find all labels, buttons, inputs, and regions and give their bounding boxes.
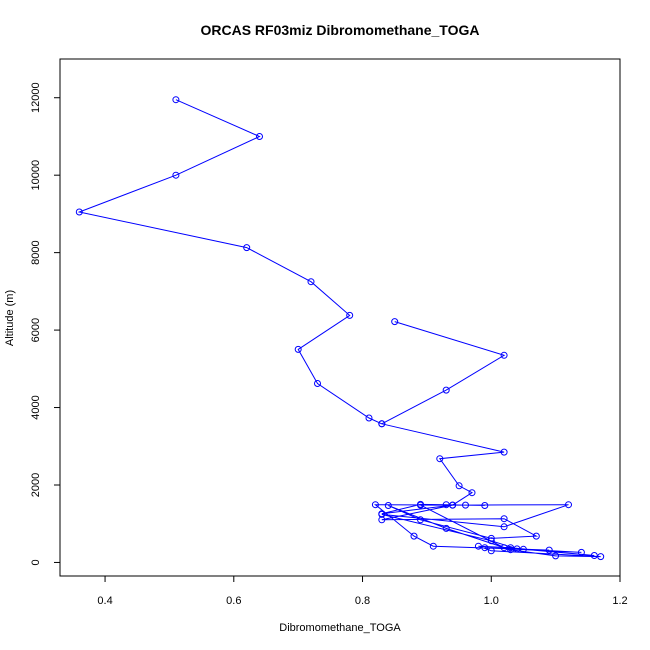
y-axis-label: Altitude (m) [4, 290, 16, 346]
points-layer [75, 96, 605, 561]
data-point [590, 552, 598, 559]
data-point [346, 311, 354, 319]
data-point [384, 502, 392, 509]
data-point [462, 501, 469, 509]
data-point [468, 489, 476, 497]
data-point [391, 318, 399, 326]
data-point [243, 244, 251, 252]
data-point [513, 545, 521, 553]
data-point [442, 524, 450, 532]
data-point [552, 552, 560, 560]
data-point [442, 501, 450, 509]
data-point [487, 534, 495, 542]
series-line [77, 99, 506, 425]
chart-title: ORCAS RF03miz Dibromomethane_TOGA [200, 22, 479, 38]
y-tick-label: 10000 [30, 160, 42, 191]
data-point [378, 420, 386, 428]
data-point [417, 500, 424, 508]
data-point [371, 501, 379, 509]
data-point [294, 345, 302, 353]
data-point [565, 501, 572, 509]
data-point [436, 455, 444, 463]
x-tick-label: 0.4 [97, 595, 112, 607]
data-point [532, 532, 540, 540]
y-tick-label: 8000 [30, 240, 42, 264]
y-axis: 0 2000 4000 6000 8000 10000 12000 [30, 82, 61, 566]
x-tick-label: 1.2 [612, 595, 627, 607]
data-point [365, 414, 373, 422]
data-point [442, 386, 450, 394]
data-point [487, 537, 495, 545]
y-tick-label: 12000 [30, 82, 42, 113]
data-point [378, 510, 386, 518]
data-point [172, 96, 180, 104]
data-point [500, 544, 508, 552]
y-tick-label: 4000 [30, 395, 42, 419]
y-tick-label: 6000 [30, 318, 42, 342]
data-point [500, 448, 508, 456]
data-point [500, 515, 508, 523]
data-point [314, 380, 321, 387]
data-point [410, 532, 418, 540]
x-tick-label: 0.6 [226, 595, 241, 607]
data-point [474, 542, 482, 550]
data-point [487, 547, 495, 555]
plot-frame [59, 58, 621, 577]
data-point [429, 542, 437, 550]
data-point [500, 523, 508, 531]
data-point [545, 546, 553, 554]
y-tick-label: 2000 [30, 473, 42, 497]
data-point [256, 133, 263, 140]
x-tick-label: 1.0 [484, 595, 499, 607]
data-point [577, 548, 585, 556]
data-point [500, 351, 508, 359]
data-point [597, 553, 605, 561]
data-point [75, 208, 83, 216]
x-axis: 0.4 0.6 0.8 1.0 1.2 [97, 575, 628, 607]
data-point [172, 171, 180, 179]
data-point [455, 482, 463, 490]
y-tick-label: 0 [30, 559, 42, 565]
series-layer [77, 99, 601, 558]
x-axis-label: Dibromomethane_TOGA [279, 622, 401, 634]
data-point [481, 544, 489, 552]
x-tick-label: 0.8 [355, 595, 370, 607]
data-point [417, 516, 424, 524]
data-point [481, 502, 489, 509]
series-line [373, 423, 601, 558]
data-point [307, 278, 315, 286]
